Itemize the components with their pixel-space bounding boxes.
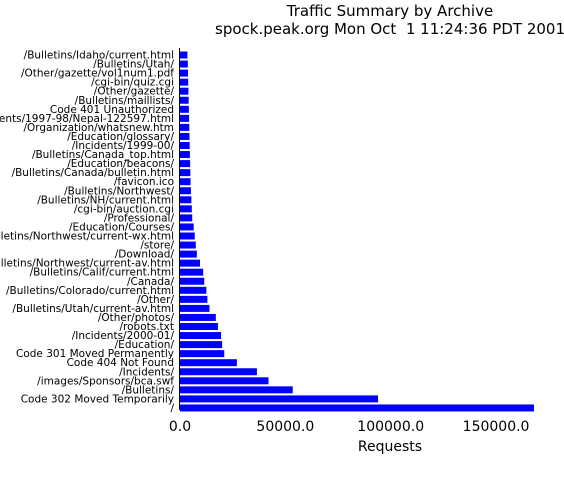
category-label: /Bulletins/Utah/current-av.html <box>12 303 174 315</box>
category-label: /Professional/ <box>104 212 175 224</box>
category-label: /Bulletins/Canada/bulletin.html <box>12 167 174 179</box>
category-label: /Bulletins/Colorado/current.html <box>6 285 174 297</box>
category-label: /images/Sponsors/bca.swf <box>37 375 174 387</box>
category-label: /Other/gazette/ <box>94 86 175 98</box>
category-label: /cgi-bin/quiz.cgi <box>91 77 174 89</box>
bar <box>180 160 191 168</box>
category-label: Code 302 Moved Temporarily <box>21 393 174 405</box>
category-label: /store/ <box>140 240 174 252</box>
category-label: / <box>170 402 174 414</box>
bar <box>180 196 192 204</box>
bar <box>180 259 201 267</box>
bar <box>180 96 189 104</box>
category-label: /Education/ <box>115 339 175 351</box>
bar <box>180 151 190 159</box>
category-label: /Bulletins/NH/current.html <box>37 194 174 206</box>
x-tick-label: 150000.0 <box>463 419 530 435</box>
bar <box>180 60 188 68</box>
bar <box>180 169 191 177</box>
category-label: /Bulletins/Calif/current.html <box>30 267 174 279</box>
category-label: /Education/Courses/ <box>69 221 174 233</box>
category-label: /Download/ <box>115 249 175 261</box>
bar <box>180 78 189 86</box>
category-labels-group: /Bulletins/Idaho/current.html/Bulletins/… <box>0 50 174 415</box>
bar <box>180 332 222 340</box>
category-label: /Bulletins/Canada_top.html <box>32 149 174 161</box>
bar <box>180 69 189 77</box>
bar <box>180 105 189 113</box>
bar <box>180 295 208 303</box>
category-label: Code 401 Unauthorized <box>50 104 174 116</box>
x-tick-label: 100000.0 <box>357 419 424 435</box>
category-label: /Incidents/1999-00/ <box>72 140 175 152</box>
category-label: /Organization/whatsnew.htm <box>23 122 174 134</box>
category-label: /Other/photos/ <box>98 312 175 324</box>
bar <box>180 404 534 412</box>
bar <box>180 214 193 222</box>
bar <box>180 341 223 349</box>
chart-subtitle: spock.peak.org Mon Oct 1 11:24:36 PDT 20… <box>215 20 564 38</box>
category-label: /Bulletins/Utah/ <box>93 59 174 71</box>
bar <box>180 232 195 240</box>
category-label: /favicon.ico <box>114 176 174 188</box>
bar <box>180 368 257 376</box>
category-label: /Bulletins/Idaho/current.html <box>24 50 174 62</box>
category-label: /Incidents/1997-98/Nepal-122597.html <box>0 113 174 125</box>
bar <box>180 114 190 122</box>
bar <box>180 205 192 213</box>
bars-group <box>180 51 534 412</box>
bar <box>180 323 218 330</box>
x-tick-label: 0.0 <box>169 419 191 435</box>
chart-title: Traffic Summary by Archive <box>286 2 493 20</box>
x-tick-label: 50000.0 <box>256 419 314 435</box>
bar <box>180 268 204 276</box>
bar <box>180 132 190 140</box>
category-label: /Bulletins/Northwest/current-wx.html <box>0 231 174 243</box>
bar <box>180 241 196 249</box>
bar <box>180 304 210 312</box>
bar <box>180 87 189 95</box>
bar <box>180 350 225 358</box>
category-label: Code 301 Moved Permanently <box>16 348 174 360</box>
category-label: /robots.txt <box>119 321 174 333</box>
bar <box>180 51 188 59</box>
category-label: /Canada/ <box>127 276 174 288</box>
bar <box>180 223 194 231</box>
category-label: /Other/ <box>137 294 174 306</box>
bar <box>180 187 191 195</box>
bar <box>180 178 191 186</box>
bar <box>180 386 293 394</box>
category-label: /Bulletins/Northwest/ <box>64 185 174 197</box>
bar <box>180 313 216 321</box>
category-label: /Education/glossary/ <box>67 131 174 143</box>
category-label: /Incidents/2000-01/ <box>72 330 175 342</box>
x-axis-title: Requests <box>358 439 422 455</box>
bar <box>180 123 190 131</box>
category-label: /Bulletins/ <box>122 384 175 396</box>
category-label: /Other/gazette/vol1num1.pdf <box>21 68 174 80</box>
bar <box>180 395 379 403</box>
x-tick-labels-group: 0.0 50000.0 100000.0 150000.0 <box>169 419 530 435</box>
category-label: /Bulletins/maillists/ <box>75 95 175 107</box>
bar <box>180 277 205 285</box>
category-label: Code 404 Not Found <box>67 357 174 369</box>
bar <box>180 359 237 367</box>
bar <box>180 377 269 385</box>
category-label: /Incidents/ <box>119 366 174 378</box>
category-label: /cgi-bin/auction.cgi <box>74 203 174 215</box>
bar <box>180 142 190 149</box>
bar <box>180 286 207 294</box>
bar <box>180 250 197 258</box>
category-label: /Bulletins/Northwest/current-av.html <box>0 258 174 270</box>
category-label: /Education/beacons/ <box>67 158 174 170</box>
